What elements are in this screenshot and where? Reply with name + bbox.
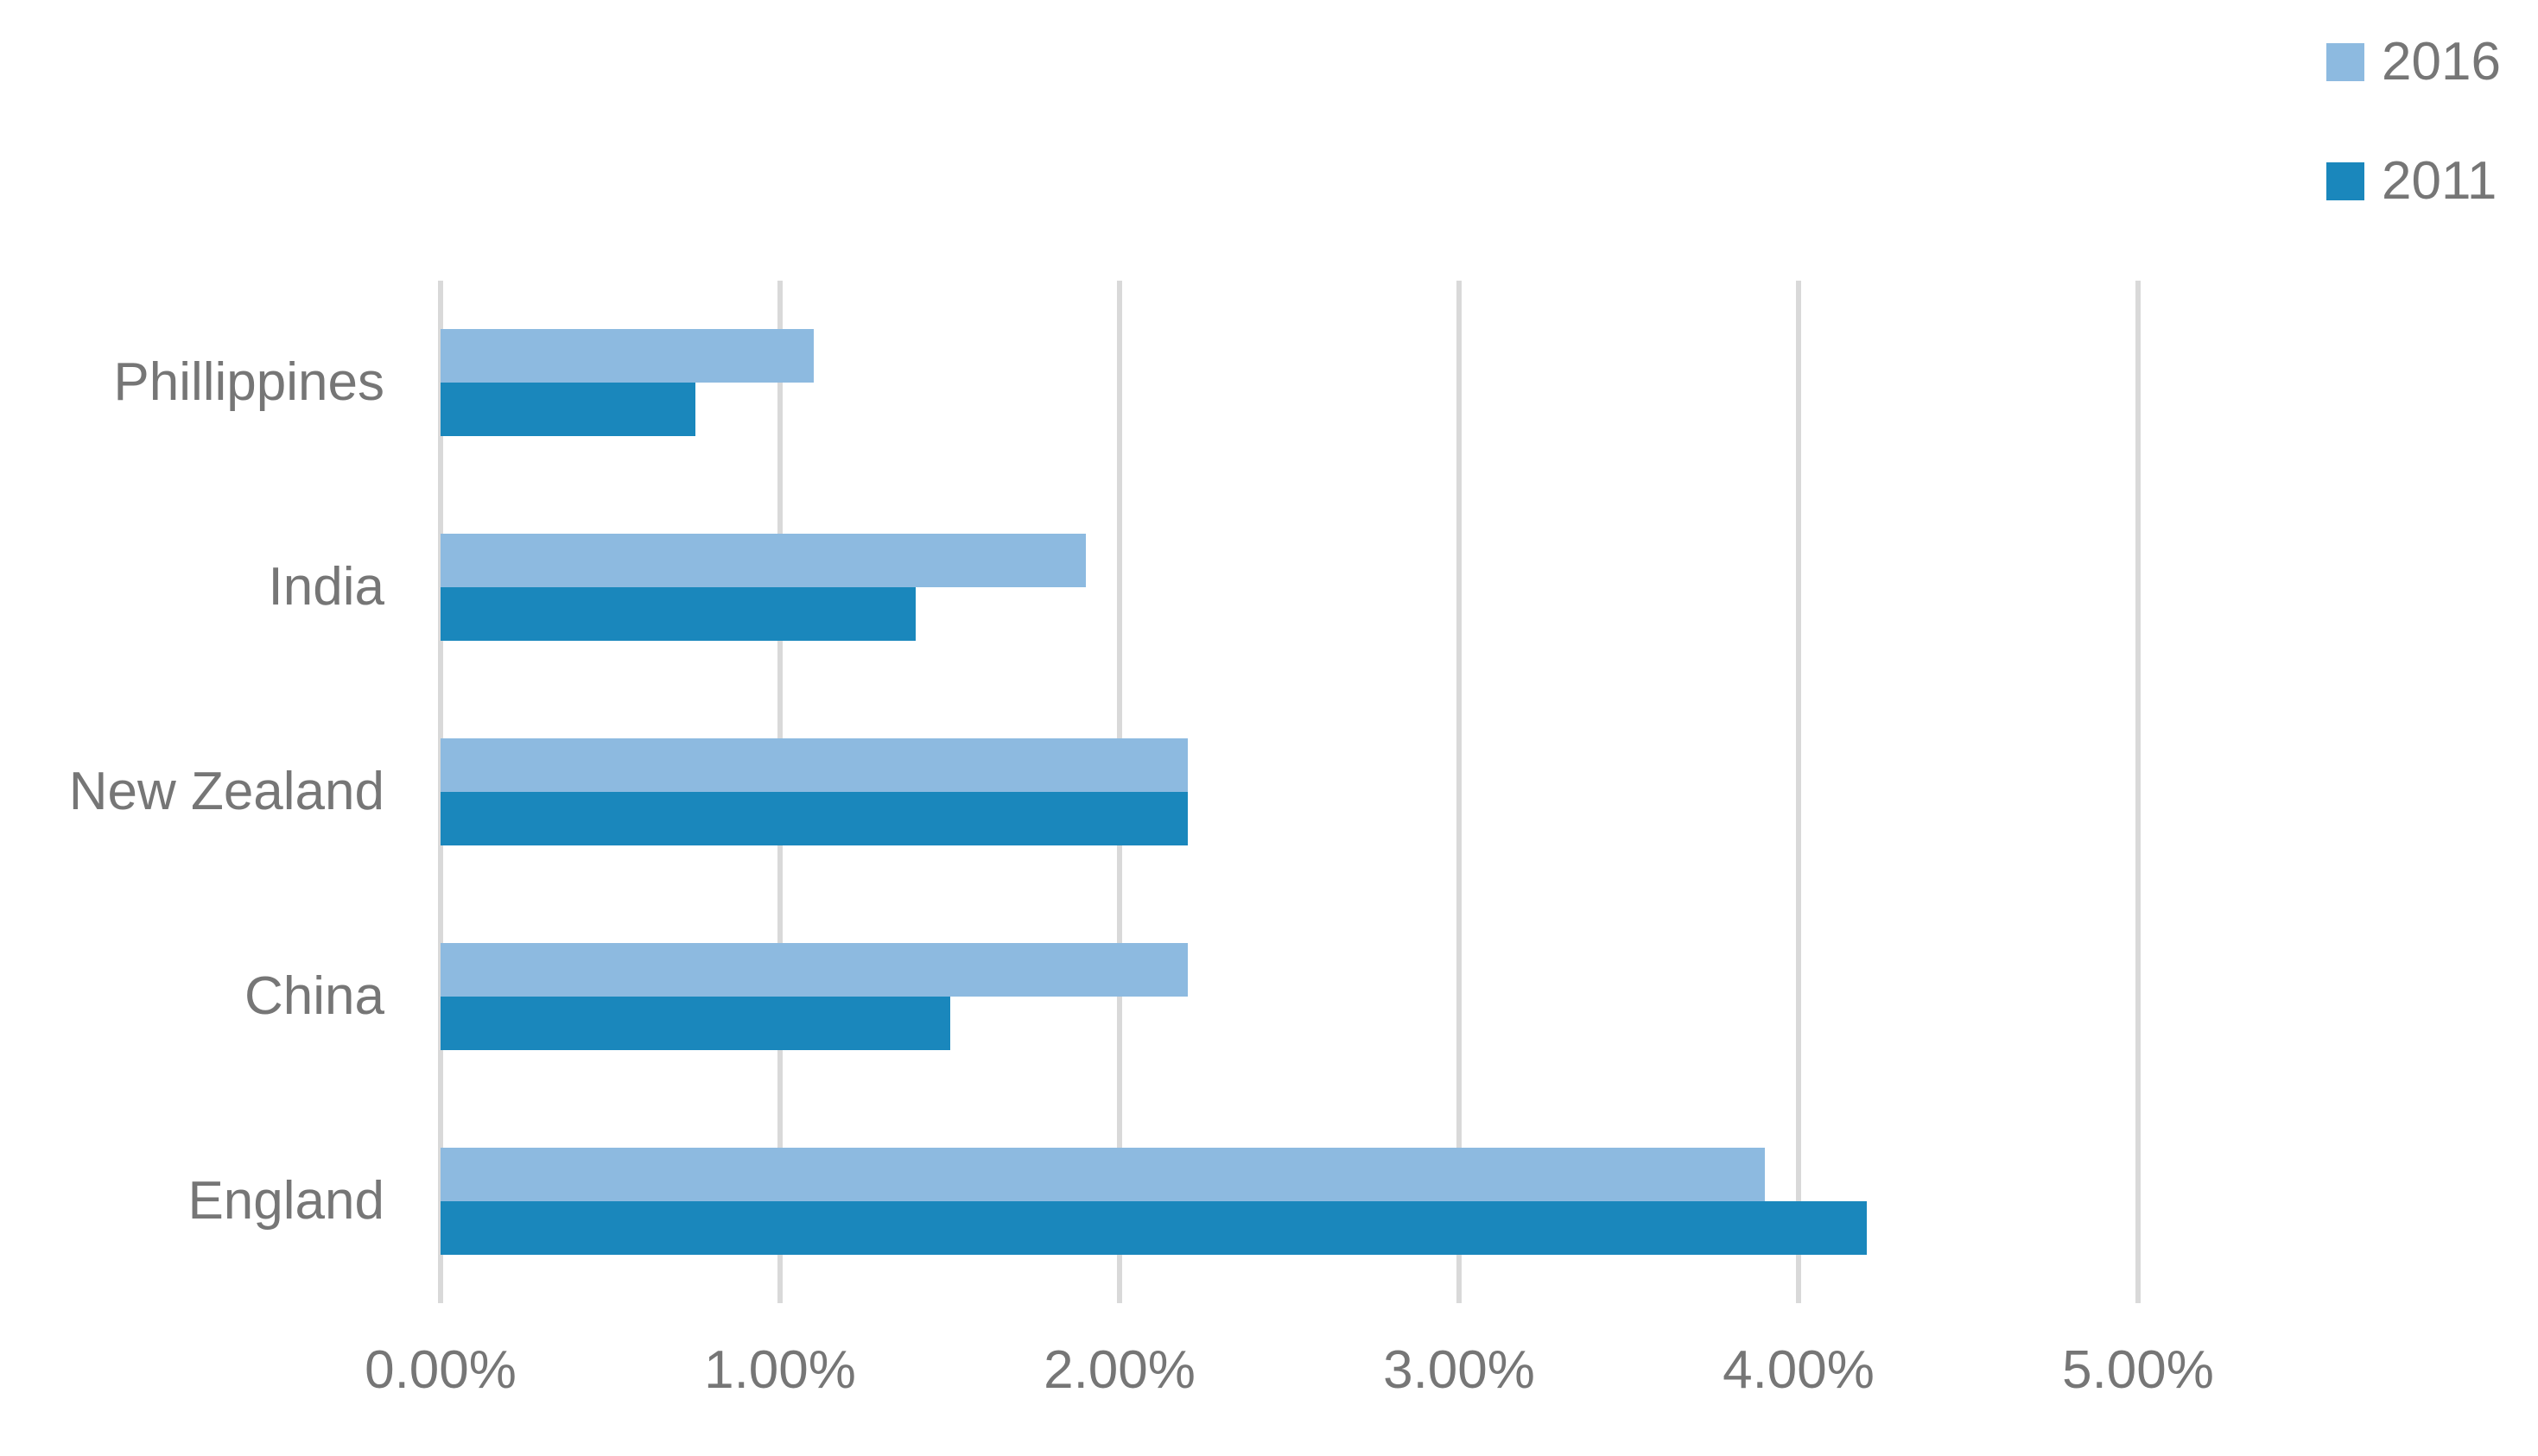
category-label-phillippines: Phillippines xyxy=(113,352,384,413)
bar-2011-phillippines xyxy=(441,383,695,437)
x-tick-label-1: 1.00% xyxy=(704,1340,856,1400)
category-label-india: India xyxy=(268,557,384,617)
gridline-3 xyxy=(1456,281,1462,1303)
bar-2011-england xyxy=(441,1200,1867,1255)
bar-2011-new-zealand xyxy=(441,792,1188,845)
category-label-new-zealand: New Zealand xyxy=(68,762,384,821)
gridline-4 xyxy=(1796,281,1801,1303)
legend-swatch-2016-icon xyxy=(2326,43,2364,81)
bar-2016-england xyxy=(441,1147,1765,1201)
x-tick-label-2: 2.00% xyxy=(1044,1340,1196,1400)
bar-2016-india xyxy=(441,534,1086,588)
chart-legend: 2016 2011 xyxy=(2326,24,2501,219)
bar-2016-new-zealand xyxy=(441,738,1188,792)
x-tick-label-0: 0.00% xyxy=(365,1340,517,1400)
legend-label-2011: 2011 xyxy=(2382,151,2497,211)
gridline-5 xyxy=(2135,281,2141,1303)
bar-2016-china xyxy=(441,942,1188,997)
category-label-china: China xyxy=(244,965,384,1026)
x-tick-label-3: 3.00% xyxy=(1383,1340,1535,1400)
x-tick-label-5: 5.00% xyxy=(2062,1340,2214,1400)
legend-label-2016: 2016 xyxy=(2382,32,2501,92)
legend-item-2016: 2016 xyxy=(2326,24,2501,100)
bar-2011-india xyxy=(441,587,917,642)
bar-2016-phillippines xyxy=(441,329,815,383)
x-tick-label-4: 4.00% xyxy=(1723,1340,1875,1400)
category-label-england: England xyxy=(187,1170,384,1231)
legend-swatch-2011-icon xyxy=(2326,162,2364,200)
bar-2011-china xyxy=(441,996,950,1050)
plot-area xyxy=(438,281,2141,1303)
legend-item-2011: 2011 xyxy=(2326,143,2501,219)
